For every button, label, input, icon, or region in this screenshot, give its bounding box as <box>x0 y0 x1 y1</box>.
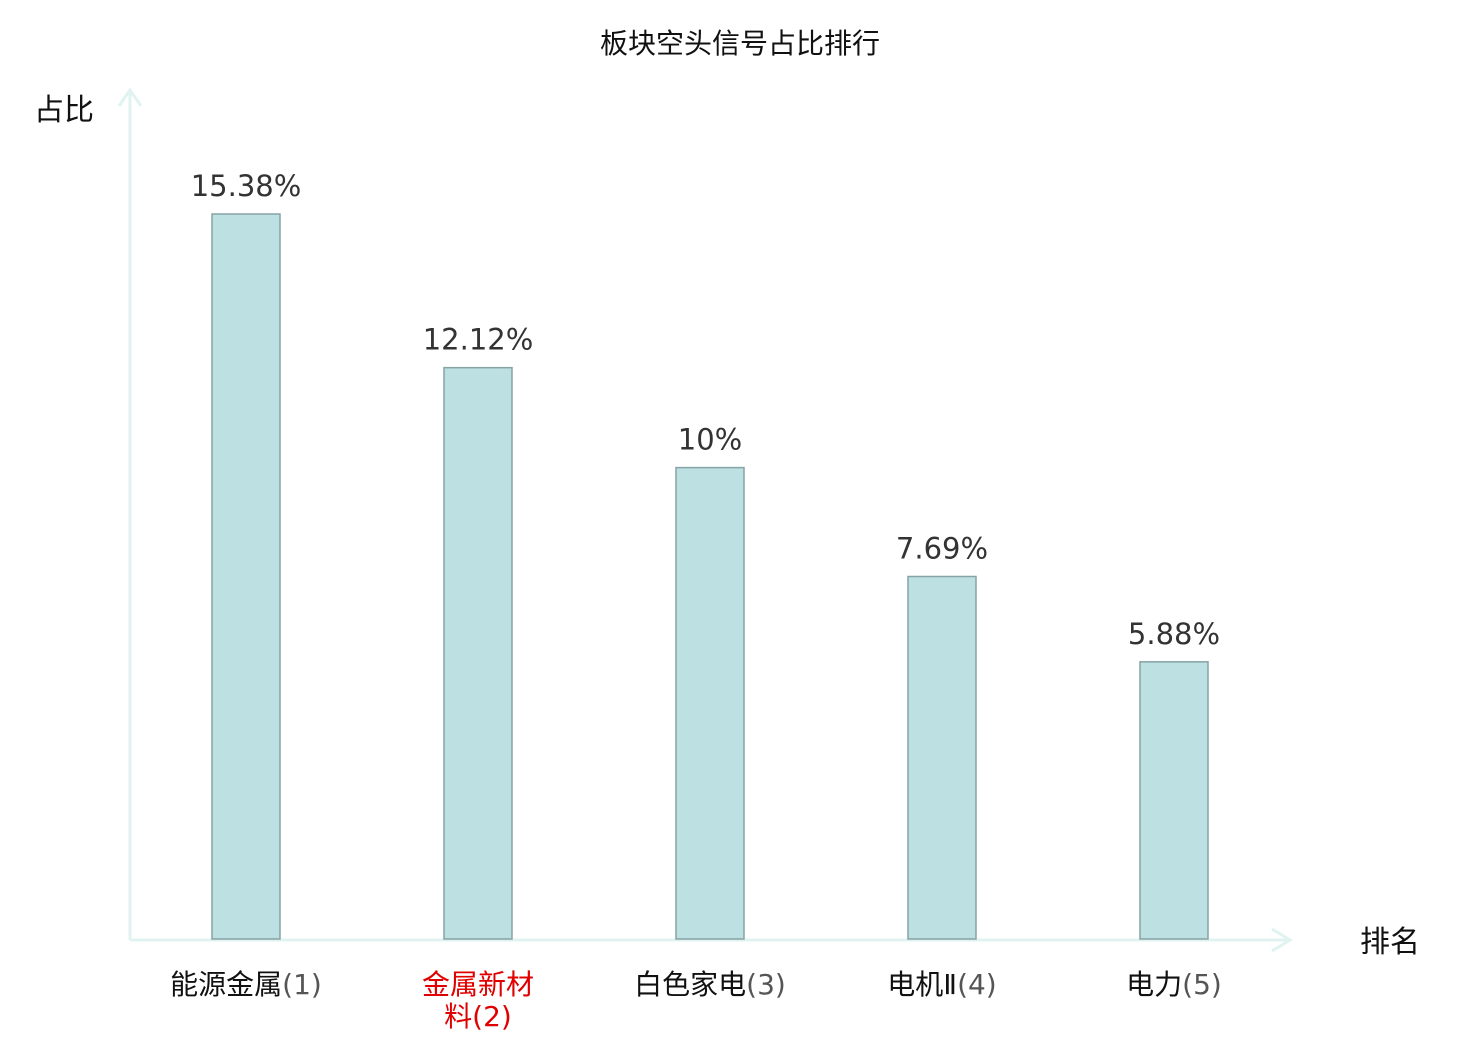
category-rank-5: (5) <box>1182 968 1222 1001</box>
category-rank-4: (4) <box>957 968 997 1001</box>
x-axis-arrow <box>1271 927 1293 953</box>
chart-title: 板块空头信号占比排行 <box>600 27 880 60</box>
category-label-3: 白色家电(3) <box>634 968 786 1001</box>
value-label-2: 12.12% <box>423 323 534 357</box>
category-name-5: 电力 <box>1126 968 1182 1001</box>
value-labels-group: 15.38% 12.12% 10% 7.69% 5.88% <box>191 169 1220 651</box>
y-axis-label: 占比 <box>34 93 94 128</box>
value-label-5: 5.88% <box>1128 617 1220 651</box>
bars-group <box>211 213 1209 940</box>
category-label-2: 金属新材料(2) <box>422 968 534 1033</box>
value-label-1: 15.38% <box>191 169 302 203</box>
category-name-line1-2: 金属新材 <box>422 968 534 1001</box>
category-rank-3: (3) <box>746 968 786 1001</box>
y-axis-arrow <box>117 87 143 107</box>
x-axis-label: 排名 <box>1360 925 1420 960</box>
category-labels-group: 能源金属(1) 金属新材料(2) 白色家电(3) 电机Ⅱ(4) 电力(5) <box>170 968 1222 1033</box>
value-label-4: 7.69% <box>896 532 988 566</box>
category-name-4: 电机Ⅱ <box>887 968 957 1001</box>
axes <box>117 87 1293 953</box>
category-label-5: 电力(5) <box>1126 968 1222 1001</box>
category-name-line2-2: 料 <box>444 1000 472 1033</box>
category-name-3: 白色家电 <box>634 968 746 1001</box>
category-label-4: 电机Ⅱ(4) <box>887 968 996 1001</box>
bar-1 <box>211 213 281 940</box>
category-rank-2: (2) <box>472 1000 512 1033</box>
bar-4 <box>907 575 977 940</box>
category-label-1: 能源金属(1) <box>170 968 322 1001</box>
bar-3 <box>675 466 745 940</box>
value-label-3: 10% <box>678 423 742 457</box>
category-name-1: 能源金属 <box>170 968 282 1001</box>
bar-2 <box>443 366 513 940</box>
bar-5 <box>1139 661 1209 940</box>
category-rank-1: (1) <box>282 968 322 1001</box>
